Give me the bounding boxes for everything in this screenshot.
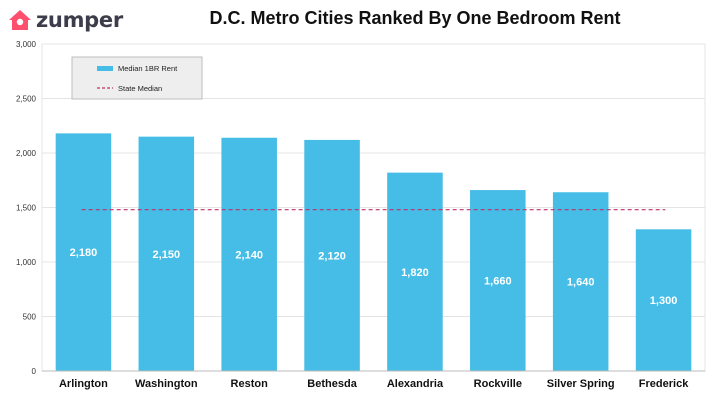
data-label: 1,300	[650, 295, 678, 307]
legend-label-state-median: State Median	[118, 84, 162, 93]
chart-title: D.C. Metro Cities Ranked By One Bedroom …	[209, 8, 621, 28]
bar	[55, 133, 112, 371]
data-label: 1,820	[401, 267, 429, 279]
data-label: 2,150	[153, 249, 181, 261]
data-label: 2,120	[318, 250, 346, 262]
y-tick-label: 1,500	[16, 204, 37, 213]
x-category-label: Washington	[135, 378, 198, 390]
brand-name: zumper	[36, 8, 123, 32]
x-category-label: Bethesda	[307, 378, 357, 390]
data-label: 2,140	[235, 249, 263, 261]
bar	[221, 137, 277, 371]
bar	[635, 229, 692, 371]
data-label: 1,640	[567, 277, 595, 289]
bar	[387, 172, 443, 371]
y-tick-label: 2,000	[16, 149, 37, 158]
house-icon	[9, 10, 31, 30]
bar	[138, 136, 195, 371]
x-category-label: Silver Spring	[547, 378, 615, 390]
x-category-label: Arlington	[59, 378, 108, 390]
legend-swatch-bars	[97, 66, 113, 71]
x-category-label: Frederick	[639, 378, 689, 390]
legend-box	[71, 56, 203, 100]
data-label: 2,180	[70, 247, 98, 259]
y-tick-label: 2,500	[16, 95, 37, 104]
legend-label-median-rent: Median 1BR Rent	[118, 64, 178, 73]
y-tick-label: 500	[23, 313, 37, 322]
y-tick-label: 3,000	[16, 40, 37, 49]
y-tick-label: 0	[32, 367, 37, 376]
x-category-label: Reston	[231, 378, 269, 390]
data-label: 1,660	[484, 276, 512, 288]
bar	[470, 190, 526, 371]
brand-logo: zumper	[8, 6, 123, 34]
x-category-label: Alexandria	[387, 378, 444, 390]
y-tick-label: 1,000	[16, 258, 37, 267]
bar	[552, 192, 609, 371]
x-category-label: Rockville	[474, 378, 522, 390]
bar	[304, 139, 360, 371]
